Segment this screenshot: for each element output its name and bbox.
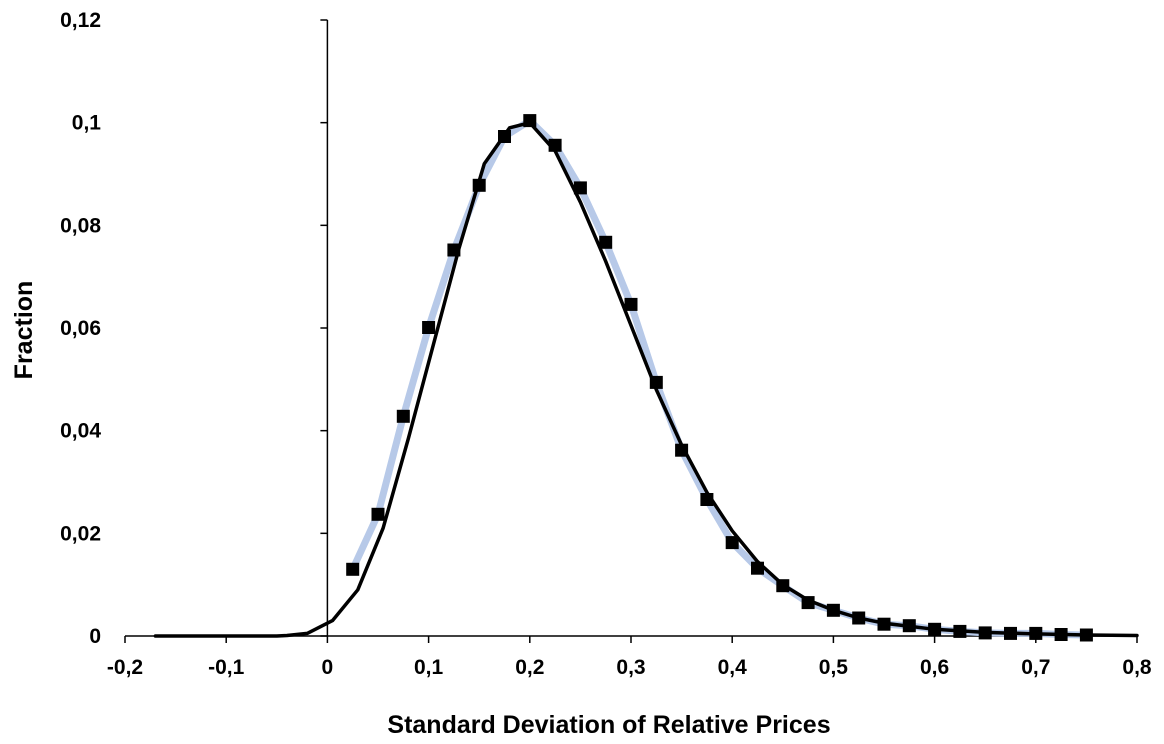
series-1-marker (422, 321, 436, 334)
x-tick-label: 0,6 (920, 656, 949, 679)
series-1-marker (624, 297, 638, 311)
x-tick-label: 0,7 (1021, 656, 1050, 679)
series-2-line (153, 120, 1139, 638)
series-1-marker (599, 235, 613, 249)
series-1-marker (826, 603, 840, 617)
series-1-marker (548, 138, 562, 152)
x-tick-label: 0,4 (718, 656, 748, 679)
series-1-marker (978, 626, 992, 640)
series-1-marker (371, 507, 385, 521)
series-1-marker (1079, 628, 1093, 642)
series-1-marker (953, 624, 967, 638)
series-1-marker (751, 561, 764, 575)
x-tick-label: -0,1 (208, 656, 245, 679)
y-tick-label: 0,08 (60, 214, 101, 237)
y-tick-label: 0,12 (60, 9, 101, 32)
x-tick-label: 0,5 (819, 656, 849, 679)
y-tick-label: 0,02 (60, 522, 101, 545)
x-tick-label: -0,2 (107, 656, 143, 679)
series-1-marker (725, 536, 739, 550)
x-axis-title: Standard Deviation of Relative Prices (387, 711, 830, 739)
y-tick-label: 0,04 (60, 420, 101, 443)
series-1-marker (675, 443, 689, 457)
x-tick-label: 0,1 (414, 656, 444, 679)
plot-area (153, 114, 1139, 642)
series-1-marker (447, 243, 461, 257)
series-1-marker (1004, 626, 1017, 640)
x-tick-label: 0,2 (515, 656, 544, 679)
axes: 0 0,02 0,04 0,06 0,08 0,1 0,12 -0,2 -0,1 0 0,1 0,2… (60, 9, 1152, 679)
series-1-marker (498, 130, 511, 143)
series-1-line (349, 117, 1090, 639)
x-tick-label: 0,3 (616, 656, 645, 679)
series-1-marker (877, 617, 891, 631)
series-1-marker (902, 619, 916, 633)
y-axis-title: Fraction (10, 281, 38, 380)
series-1-marker (1029, 626, 1043, 640)
series-1-marker (928, 622, 942, 636)
y-ticks: 0 0,02 0,04 0,06 0,08 0,1 0,12 (60, 9, 328, 648)
series-1-marker (346, 562, 360, 576)
series-1-marker (776, 579, 790, 593)
series-1-marker (472, 178, 486, 192)
series-1-marker (852, 611, 866, 625)
x-tick-label: 0 (322, 656, 334, 679)
x-ticks: -0,2 -0,1 0 0,1 0,2 0,3 0,4 0,5 0,6 0,7 0,8 (107, 636, 1152, 679)
series-1-marker (801, 596, 815, 610)
y-tick-label: 0 (89, 625, 101, 648)
series-1-marker (396, 409, 410, 423)
series-1-marker (573, 181, 587, 195)
series-1-marker (1054, 628, 1068, 641)
x-tick-label: 0,8 (1122, 656, 1152, 679)
series-1-marker (523, 114, 537, 128)
series-1-marker (700, 493, 714, 506)
series-1-marker (649, 375, 663, 389)
y-tick-label: 0,06 (60, 317, 101, 340)
y-tick-label: 0,1 (72, 112, 102, 135)
